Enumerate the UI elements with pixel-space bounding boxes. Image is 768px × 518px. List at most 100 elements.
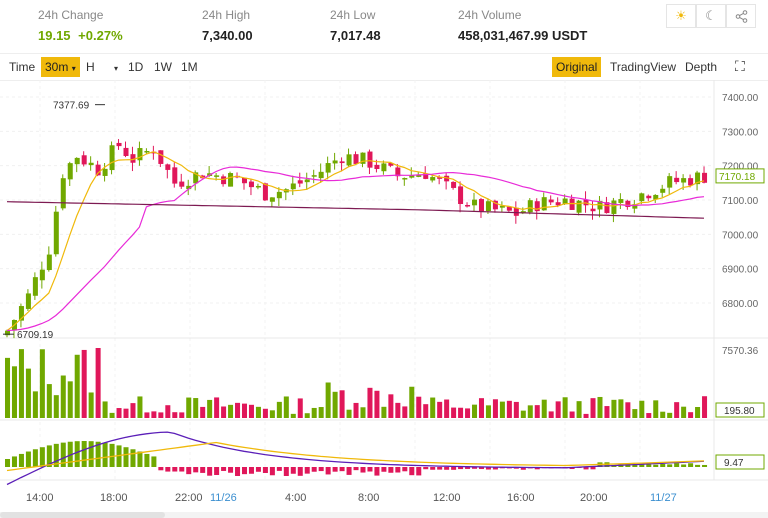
price-tick-label: 6900.00 [722, 265, 759, 276]
volume-bar [618, 399, 624, 418]
change-percent: +0.27% [78, 28, 123, 43]
candle-body [130, 154, 136, 163]
candle-body [179, 181, 185, 187]
candle-body [32, 277, 38, 296]
volume-bar [360, 407, 366, 418]
volume-bar [409, 386, 415, 418]
volume-bar [562, 397, 568, 418]
tradingview-button[interactable]: TradingView [610, 60, 677, 74]
low-marker-label: 6709.19 [17, 330, 54, 341]
macd-histogram-bar [186, 467, 192, 475]
volume-bar [590, 398, 596, 418]
volume-bar [674, 402, 680, 418]
candle-body [255, 185, 261, 188]
volume-bar [32, 391, 38, 418]
candle-body [102, 168, 108, 176]
interval-hour-button[interactable]: H ▾ [82, 57, 122, 77]
candle-body [444, 175, 450, 182]
macd-histogram-bar [144, 453, 150, 467]
candle-body [193, 172, 199, 184]
macd-dif-line [6, 431, 705, 486]
dark-theme-icon[interactable]: ☾ [696, 4, 726, 28]
macd-histogram-bar [346, 467, 352, 475]
volume-bar [116, 408, 122, 418]
macd-histogram-bar [311, 467, 317, 472]
volume-bar [311, 407, 317, 418]
macd-histogram-bar [318, 467, 324, 472]
macd-histogram-bar [200, 467, 206, 473]
kline-chart[interactable]: 7400.00 7300.00 7200.00 7100.00 7000.00 6900.… [0, 80, 768, 518]
caret-down-icon: ▾ [114, 64, 119, 73]
macd-histogram-bar [276, 467, 282, 471]
volume-bar [576, 401, 582, 418]
interval-30m-button[interactable]: 30m ▾ [41, 57, 80, 77]
candle-body [297, 180, 303, 184]
macd-histogram-bar [11, 456, 17, 467]
volume-bar [374, 390, 380, 418]
volume-bar [18, 349, 24, 418]
market-stats: 24h Change 19.15 +0.27% 24h High 7,340.0… [0, 0, 768, 52]
interval-1d-button[interactable]: 1D [128, 60, 144, 74]
current-price-label: 7170.18 [719, 172, 756, 183]
volume-bar [186, 397, 192, 418]
candle-body [311, 175, 317, 177]
macd-histogram-bar [430, 467, 436, 470]
candle-body [374, 164, 380, 170]
volume-bar [193, 398, 199, 418]
volume-bar [25, 368, 31, 418]
interval-1m-button[interactable]: 1M [181, 60, 198, 74]
macd-histogram-bar [381, 467, 387, 472]
current-price-tag [715, 168, 765, 184]
macd-histogram-bar [674, 463, 680, 467]
candle-body [46, 254, 52, 271]
volume-bar [465, 408, 471, 418]
stat-24h-volume: 24h Volume 458,031,467.99 USDT [458, 8, 587, 43]
share-icon[interactable] [726, 4, 756, 28]
volume-bar [472, 404, 478, 418]
volume-bar [102, 401, 108, 418]
light-theme-icon[interactable]: ☀ [666, 4, 696, 28]
macd-histogram-bar [520, 467, 526, 470]
candle-body [604, 202, 610, 214]
macd-histogram-bar [472, 467, 478, 469]
macd-histogram-bar [423, 467, 429, 470]
macd-histogram-bar [590, 467, 596, 470]
macd-histogram-bar [353, 467, 359, 471]
candle-body [18, 306, 24, 321]
depth-button[interactable]: Depth [685, 60, 718, 74]
volume-bar [332, 391, 338, 418]
scrollbar-thumb[interactable] [0, 512, 165, 518]
macd-histogram-bar [221, 467, 227, 471]
volume-bar [214, 397, 220, 418]
interval-label: H [86, 60, 95, 74]
candle-body [506, 206, 512, 211]
macd-histogram-bar [646, 464, 652, 467]
volume-bar [667, 412, 673, 418]
volume-bar [95, 348, 101, 418]
volume-bar [74, 354, 80, 418]
price-tick-label: 7200.00 [722, 162, 759, 173]
macd-histogram-bar [207, 467, 213, 476]
candle-body [611, 200, 617, 214]
price-tick-label: 7100.00 [722, 196, 759, 207]
volume-bar [395, 402, 401, 418]
macd-histogram-bar [109, 443, 115, 467]
stat-value: 7,017.48 [330, 28, 381, 43]
candle-body [367, 151, 373, 168]
original-view-button[interactable]: Original [552, 57, 602, 77]
chart-scrollbar[interactable] [0, 512, 768, 518]
volume-bar [283, 396, 289, 418]
candle-body [67, 163, 73, 180]
fullscreen-icon[interactable]: ⛶ [735, 58, 745, 74]
volume-bar [304, 413, 310, 418]
macd-histogram-bar [702, 464, 708, 467]
interval-1w-button[interactable]: 1W [154, 60, 172, 74]
candle-body [95, 164, 101, 176]
volume-bar [555, 401, 561, 418]
macd-histogram-bar [102, 442, 108, 467]
volume-bar [423, 404, 429, 418]
volume-bar [39, 349, 45, 418]
candle-body [451, 181, 457, 188]
macd-histogram-bar [451, 467, 457, 470]
candle-body [555, 202, 561, 206]
